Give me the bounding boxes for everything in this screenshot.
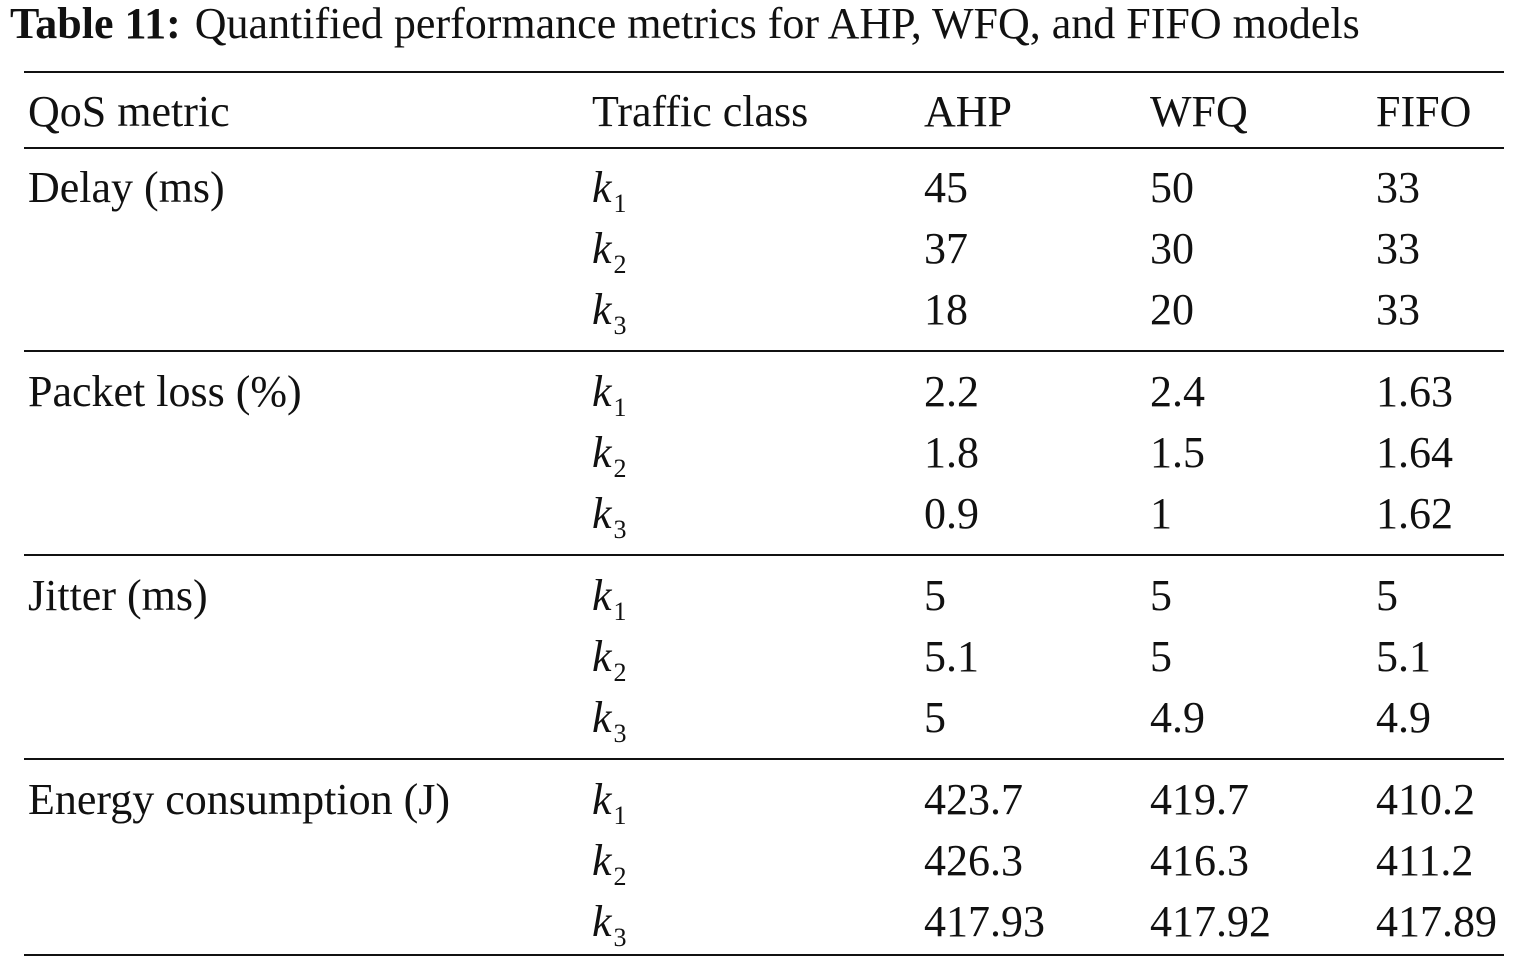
wfq-value: 30 [1150, 224, 1194, 273]
table-row: k3 5 4.9 4.9 [0, 688, 1517, 748]
ahp-value: 18 [924, 285, 968, 334]
fifo-value: 417.89 [1376, 897, 1497, 946]
wfq-value: 50 [1150, 163, 1194, 212]
table-caption-text: Quantified performance metrics for AHP, … [194, 0, 1360, 48]
traffic-class-cell: k1 [592, 163, 627, 218]
table-caption-label: Table 11: [10, 0, 181, 48]
traffic-class-cell: k3 [592, 285, 627, 340]
fifo-value: 410.2 [1376, 775, 1475, 824]
table-row: Energy consumption (J) k1 423.7 419.7 41… [0, 770, 1517, 830]
fifo-value: 4.9 [1376, 693, 1431, 742]
wfq-value: 5 [1150, 571, 1172, 620]
wfq-value: 20 [1150, 285, 1194, 334]
traffic-class-cell: k3 [592, 489, 627, 544]
wfq-value: 2.4 [1150, 367, 1205, 416]
table-row: Jitter (ms) k1 5 5 5 [0, 566, 1517, 626]
wfq-value: 417.92 [1150, 897, 1271, 946]
fifo-value: 33 [1376, 224, 1420, 273]
table-row: Delay (ms) k1 45 50 33 [0, 158, 1517, 218]
traffic-class-cell: k2 [592, 224, 627, 279]
header-rule [24, 147, 1504, 149]
traffic-class-cell: k2 [592, 836, 627, 891]
header-traffic-class: Traffic class [592, 87, 809, 136]
fifo-value: 5.1 [1376, 632, 1431, 681]
group-rule [24, 758, 1504, 760]
ahp-value: 417.93 [924, 897, 1045, 946]
table-row: k2 426.3 416.3 411.2 [0, 831, 1517, 891]
metric-label: Jitter (ms) [28, 571, 208, 620]
table-row: k2 1.8 1.5 1.64 [0, 423, 1517, 483]
ahp-value: 37 [924, 224, 968, 273]
metric-label: Energy consumption (J) [28, 775, 451, 824]
wfq-value: 1 [1150, 489, 1172, 538]
fifo-value: 33 [1376, 285, 1420, 334]
table-row: k3 18 20 33 [0, 280, 1517, 340]
fifo-value: 33 [1376, 163, 1420, 212]
ahp-value: 5 [924, 571, 946, 620]
header-ahp: AHP [924, 87, 1013, 136]
ahp-value: 5.1 [924, 632, 979, 681]
wfq-value: 1.5 [1150, 428, 1205, 477]
ahp-value: 0.9 [924, 489, 979, 538]
table-row: Packet loss (%) k1 2.2 2.4 1.63 [0, 362, 1517, 422]
top-rule [24, 71, 1504, 73]
table-header-row: QoS metric Traffic class AHP WFQ FIFO [0, 82, 1517, 142]
group-rule [24, 554, 1504, 556]
fifo-value: 411.2 [1376, 836, 1474, 885]
wfq-value: 5 [1150, 632, 1172, 681]
ahp-value: 1.8 [924, 428, 979, 477]
metric-label: Delay (ms) [28, 163, 225, 212]
ahp-value: 2.2 [924, 367, 979, 416]
table-row: k3 417.93 417.92 417.89 [0, 892, 1517, 952]
traffic-class-cell: k3 [592, 693, 627, 748]
fifo-value: 1.62 [1376, 489, 1453, 538]
ahp-value: 45 [924, 163, 968, 212]
fifo-value: 1.63 [1376, 367, 1453, 416]
metric-label: Packet loss (%) [28, 367, 302, 416]
wfq-value: 419.7 [1150, 775, 1249, 824]
header-fifo: FIFO [1376, 87, 1472, 136]
traffic-class-cell: k2 [592, 632, 627, 687]
table-caption: Table 11: Quantified performance metrics … [10, 0, 1360, 48]
traffic-class-cell: k1 [592, 367, 627, 422]
wfq-value: 416.3 [1150, 836, 1249, 885]
header-qos-metric: QoS metric [28, 87, 230, 136]
wfq-value: 4.9 [1150, 693, 1205, 742]
fifo-value: 1.64 [1376, 428, 1453, 477]
group-rule [24, 350, 1504, 352]
ahp-value: 426.3 [924, 836, 1023, 885]
header-wfq: WFQ [1150, 87, 1248, 136]
table-row: k3 0.9 1 1.62 [0, 484, 1517, 544]
traffic-class-cell: k2 [592, 428, 627, 483]
table-row: k2 37 30 33 [0, 219, 1517, 279]
traffic-class-cell: k3 [592, 897, 627, 952]
traffic-class-cell: k1 [592, 571, 627, 626]
fifo-value: 5 [1376, 571, 1398, 620]
ahp-value: 5 [924, 693, 946, 742]
traffic-class-cell: k1 [592, 775, 627, 830]
table-row: k2 5.1 5 5.1 [0, 627, 1517, 687]
ahp-value: 423.7 [924, 775, 1023, 824]
bottom-rule [24, 954, 1504, 956]
